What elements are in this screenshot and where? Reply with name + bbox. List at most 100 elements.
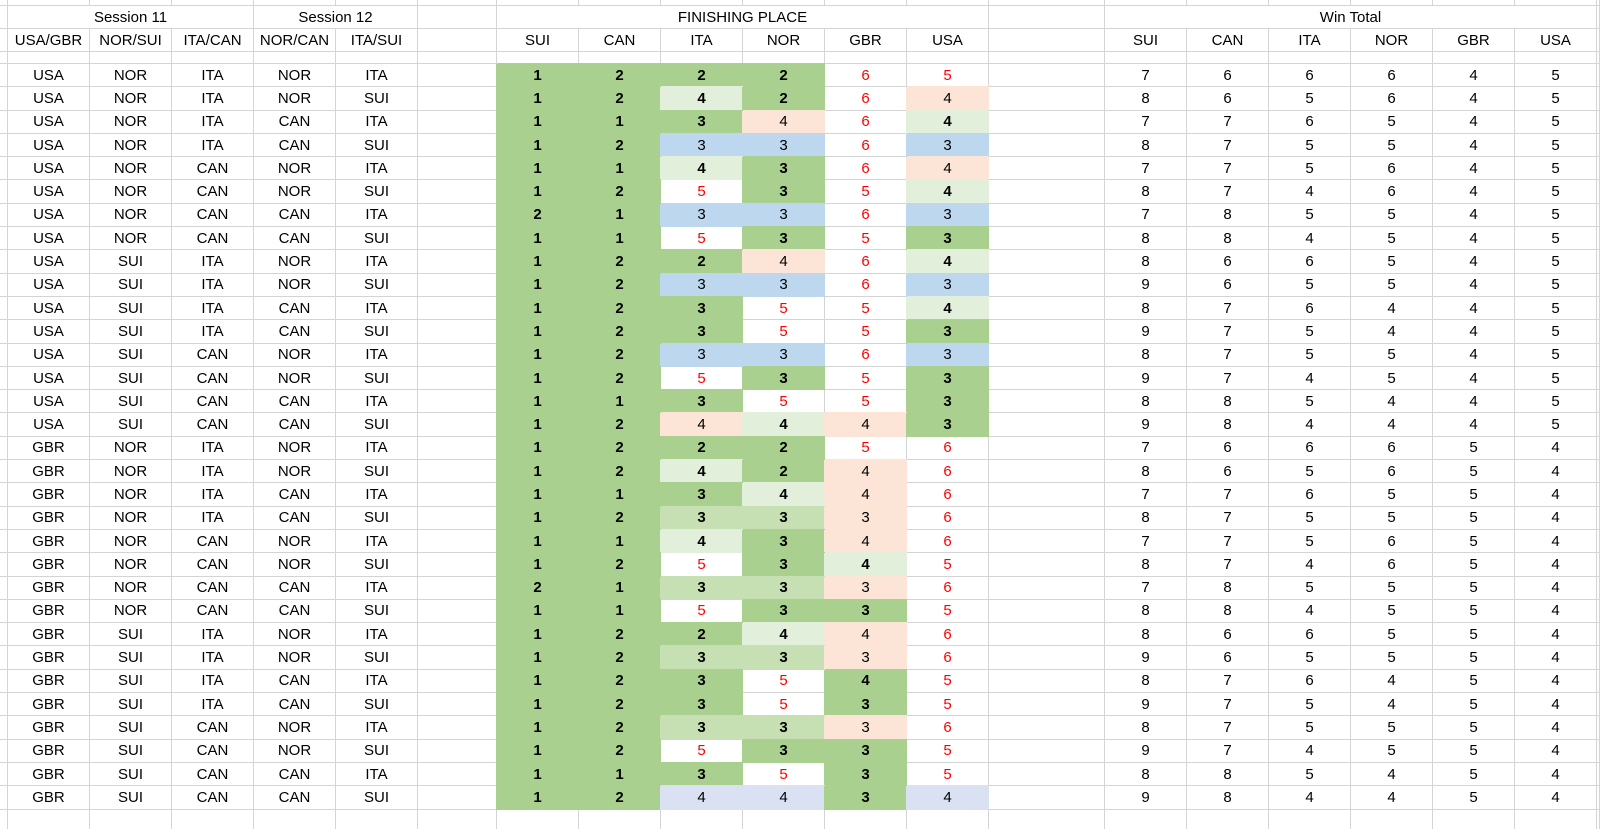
win-total-sui-cell[interactable]: 8	[1105, 87, 1187, 111]
header-win-sui[interactable]: SUI	[1105, 29, 1187, 52]
win-total-ita-cell[interactable]: 6	[1269, 436, 1351, 461]
win-total-gbr-cell[interactable]: 5	[1433, 599, 1515, 624]
finish-nor-cell[interactable]: 5	[743, 669, 825, 694]
finish-sui-cell[interactable]: 1	[497, 133, 579, 158]
scenario-nor-sui-cell[interactable]: SUI	[90, 669, 172, 694]
finish-can-cell[interactable]: 2	[579, 669, 661, 694]
win-total-ita-cell[interactable]: 5	[1269, 460, 1351, 484]
scenario-ita-can-cell[interactable]: ITA	[172, 460, 254, 484]
finish-ita-cell[interactable]: 5	[661, 739, 743, 763]
scenario-ita-sui-cell[interactable]: SUI	[336, 273, 418, 297]
scenario-ita-sui-cell[interactable]: ITA	[336, 203, 418, 228]
finish-sui-cell[interactable]: 1	[497, 390, 579, 414]
finish-can-cell[interactable]: 1	[579, 576, 661, 600]
scenario-ita-sui-cell[interactable]: ITA	[336, 623, 418, 647]
scenario-nor-can-cell[interactable]: NOR	[254, 157, 336, 181]
win-total-ita-cell[interactable]: 4	[1269, 599, 1351, 624]
finish-sui-cell[interactable]: 1	[497, 460, 579, 484]
finish-sui-cell[interactable]: 1	[497, 273, 579, 297]
finish-sui-cell[interactable]: 1	[497, 693, 579, 717]
win-total-ita-cell[interactable]: 5	[1269, 343, 1351, 367]
win-total-ita-cell[interactable]: 5	[1269, 203, 1351, 228]
win-total-gbr-cell[interactable]: 5	[1433, 483, 1515, 507]
finish-usa-cell[interactable]: 6	[907, 529, 989, 554]
win-total-gbr-cell[interactable]: 4	[1433, 296, 1515, 321]
scenario-ita-can-cell[interactable]: ITA	[172, 133, 254, 158]
header-finish-can[interactable]: CAN	[579, 29, 661, 52]
win-total-usa-cell[interactable]: 4	[1515, 436, 1597, 461]
scenario-nor-can-cell[interactable]: NOR	[254, 64, 336, 88]
finish-usa-cell[interactable]: 6	[907, 483, 989, 507]
win-total-ita-cell[interactable]: 5	[1269, 133, 1351, 158]
scenario-usa-gbr-cell[interactable]: GBR	[8, 599, 90, 624]
finish-gbr-cell[interactable]: 4	[825, 553, 907, 577]
finish-ita-cell[interactable]: 3	[661, 506, 743, 530]
finish-gbr-cell[interactable]: 3	[825, 693, 907, 717]
scenario-nor-can-cell[interactable]: NOR	[254, 646, 336, 670]
win-total-gbr-cell[interactable]: 5	[1433, 716, 1515, 740]
finish-can-cell[interactable]: 2	[579, 296, 661, 321]
finish-gbr-cell[interactable]: 6	[825, 64, 907, 88]
scenario-usa-gbr-cell[interactable]: GBR	[8, 693, 90, 717]
scenario-usa-gbr-cell[interactable]: USA	[8, 390, 90, 414]
win-total-can-cell[interactable]: 7	[1187, 669, 1269, 694]
win-total-gbr-cell[interactable]: 5	[1433, 739, 1515, 763]
scenario-ita-can-cell[interactable]: ITA	[172, 436, 254, 461]
win-total-ita-cell[interactable]: 6	[1269, 64, 1351, 88]
finish-can-cell[interactable]: 2	[579, 64, 661, 88]
scenario-nor-sui-cell[interactable]: NOR	[90, 460, 172, 484]
win-total-sui-cell[interactable]: 8	[1105, 553, 1187, 577]
scenario-ita-can-cell[interactable]: CAN	[172, 716, 254, 740]
finish-ita-cell[interactable]: 3	[661, 483, 743, 507]
scenario-nor-can-cell[interactable]: CAN	[254, 576, 336, 600]
win-total-can-cell[interactable]: 7	[1187, 110, 1269, 134]
scenario-nor-can-cell[interactable]: CAN	[254, 390, 336, 414]
finish-can-cell[interactable]: 1	[579, 390, 661, 414]
win-total-ita-cell[interactable]: 5	[1269, 273, 1351, 297]
finish-ita-cell[interactable]: 5	[661, 227, 743, 251]
finish-nor-cell[interactable]: 3	[743, 599, 825, 624]
win-total-gbr-cell[interactable]: 4	[1433, 64, 1515, 88]
win-total-usa-cell[interactable]: 5	[1515, 343, 1597, 367]
scenario-usa-gbr-cell[interactable]: GBR	[8, 483, 90, 507]
finish-sui-cell[interactable]: 1	[497, 87, 579, 111]
win-total-nor-cell[interactable]: 5	[1351, 343, 1433, 367]
finish-gbr-cell[interactable]: 6	[825, 343, 907, 367]
win-total-nor-cell[interactable]: 6	[1351, 64, 1433, 88]
win-total-ita-cell[interactable]: 4	[1269, 553, 1351, 577]
scenario-nor-sui-cell[interactable]: SUI	[90, 739, 172, 763]
finish-usa-cell[interactable]: 5	[907, 693, 989, 717]
finish-usa-cell[interactable]: 6	[907, 460, 989, 484]
win-total-ita-cell[interactable]: 5	[1269, 390, 1351, 414]
win-total-usa-cell[interactable]: 5	[1515, 390, 1597, 414]
finish-ita-cell[interactable]: 4	[661, 460, 743, 484]
finish-usa-cell[interactable]: 3	[907, 273, 989, 297]
scenario-usa-gbr-cell[interactable]: GBR	[8, 506, 90, 530]
finish-ita-cell[interactable]: 3	[661, 203, 743, 228]
finish-nor-cell[interactable]: 3	[743, 529, 825, 554]
win-total-usa-cell[interactable]: 5	[1515, 87, 1597, 111]
win-total-can-cell[interactable]: 7	[1187, 180, 1269, 204]
scenario-nor-can-cell[interactable]: CAN	[254, 413, 336, 437]
scenario-nor-can-cell[interactable]: CAN	[254, 320, 336, 344]
finish-nor-cell[interactable]: 3	[743, 180, 825, 204]
finish-gbr-cell[interactable]: 4	[825, 460, 907, 484]
scenario-ita-can-cell[interactable]: ITA	[172, 64, 254, 88]
scenario-nor-sui-cell[interactable]: SUI	[90, 366, 172, 391]
scenario-ita-sui-cell[interactable]: SUI	[336, 599, 418, 624]
win-total-usa-cell[interactable]: 4	[1515, 739, 1597, 763]
scenario-usa-gbr-cell[interactable]: GBR	[8, 460, 90, 484]
win-total-gbr-cell[interactable]: 5	[1433, 576, 1515, 600]
win-total-gbr-cell[interactable]: 5	[1433, 693, 1515, 717]
win-total-usa-cell[interactable]: 4	[1515, 693, 1597, 717]
scenario-nor-can-cell[interactable]: NOR	[254, 436, 336, 461]
scenario-ita-sui-cell[interactable]: SUI	[336, 646, 418, 670]
finish-gbr-cell[interactable]: 6	[825, 133, 907, 158]
finish-nor-cell[interactable]: 4	[743, 483, 825, 507]
scenario-nor-can-cell[interactable]: CAN	[254, 296, 336, 321]
win-total-nor-cell[interactable]: 5	[1351, 646, 1433, 670]
finish-gbr-cell[interactable]: 5	[825, 320, 907, 344]
scenario-ita-can-cell[interactable]: CAN	[172, 180, 254, 204]
win-total-sui-cell[interactable]: 7	[1105, 483, 1187, 507]
finish-ita-cell[interactable]: 3	[661, 343, 743, 367]
